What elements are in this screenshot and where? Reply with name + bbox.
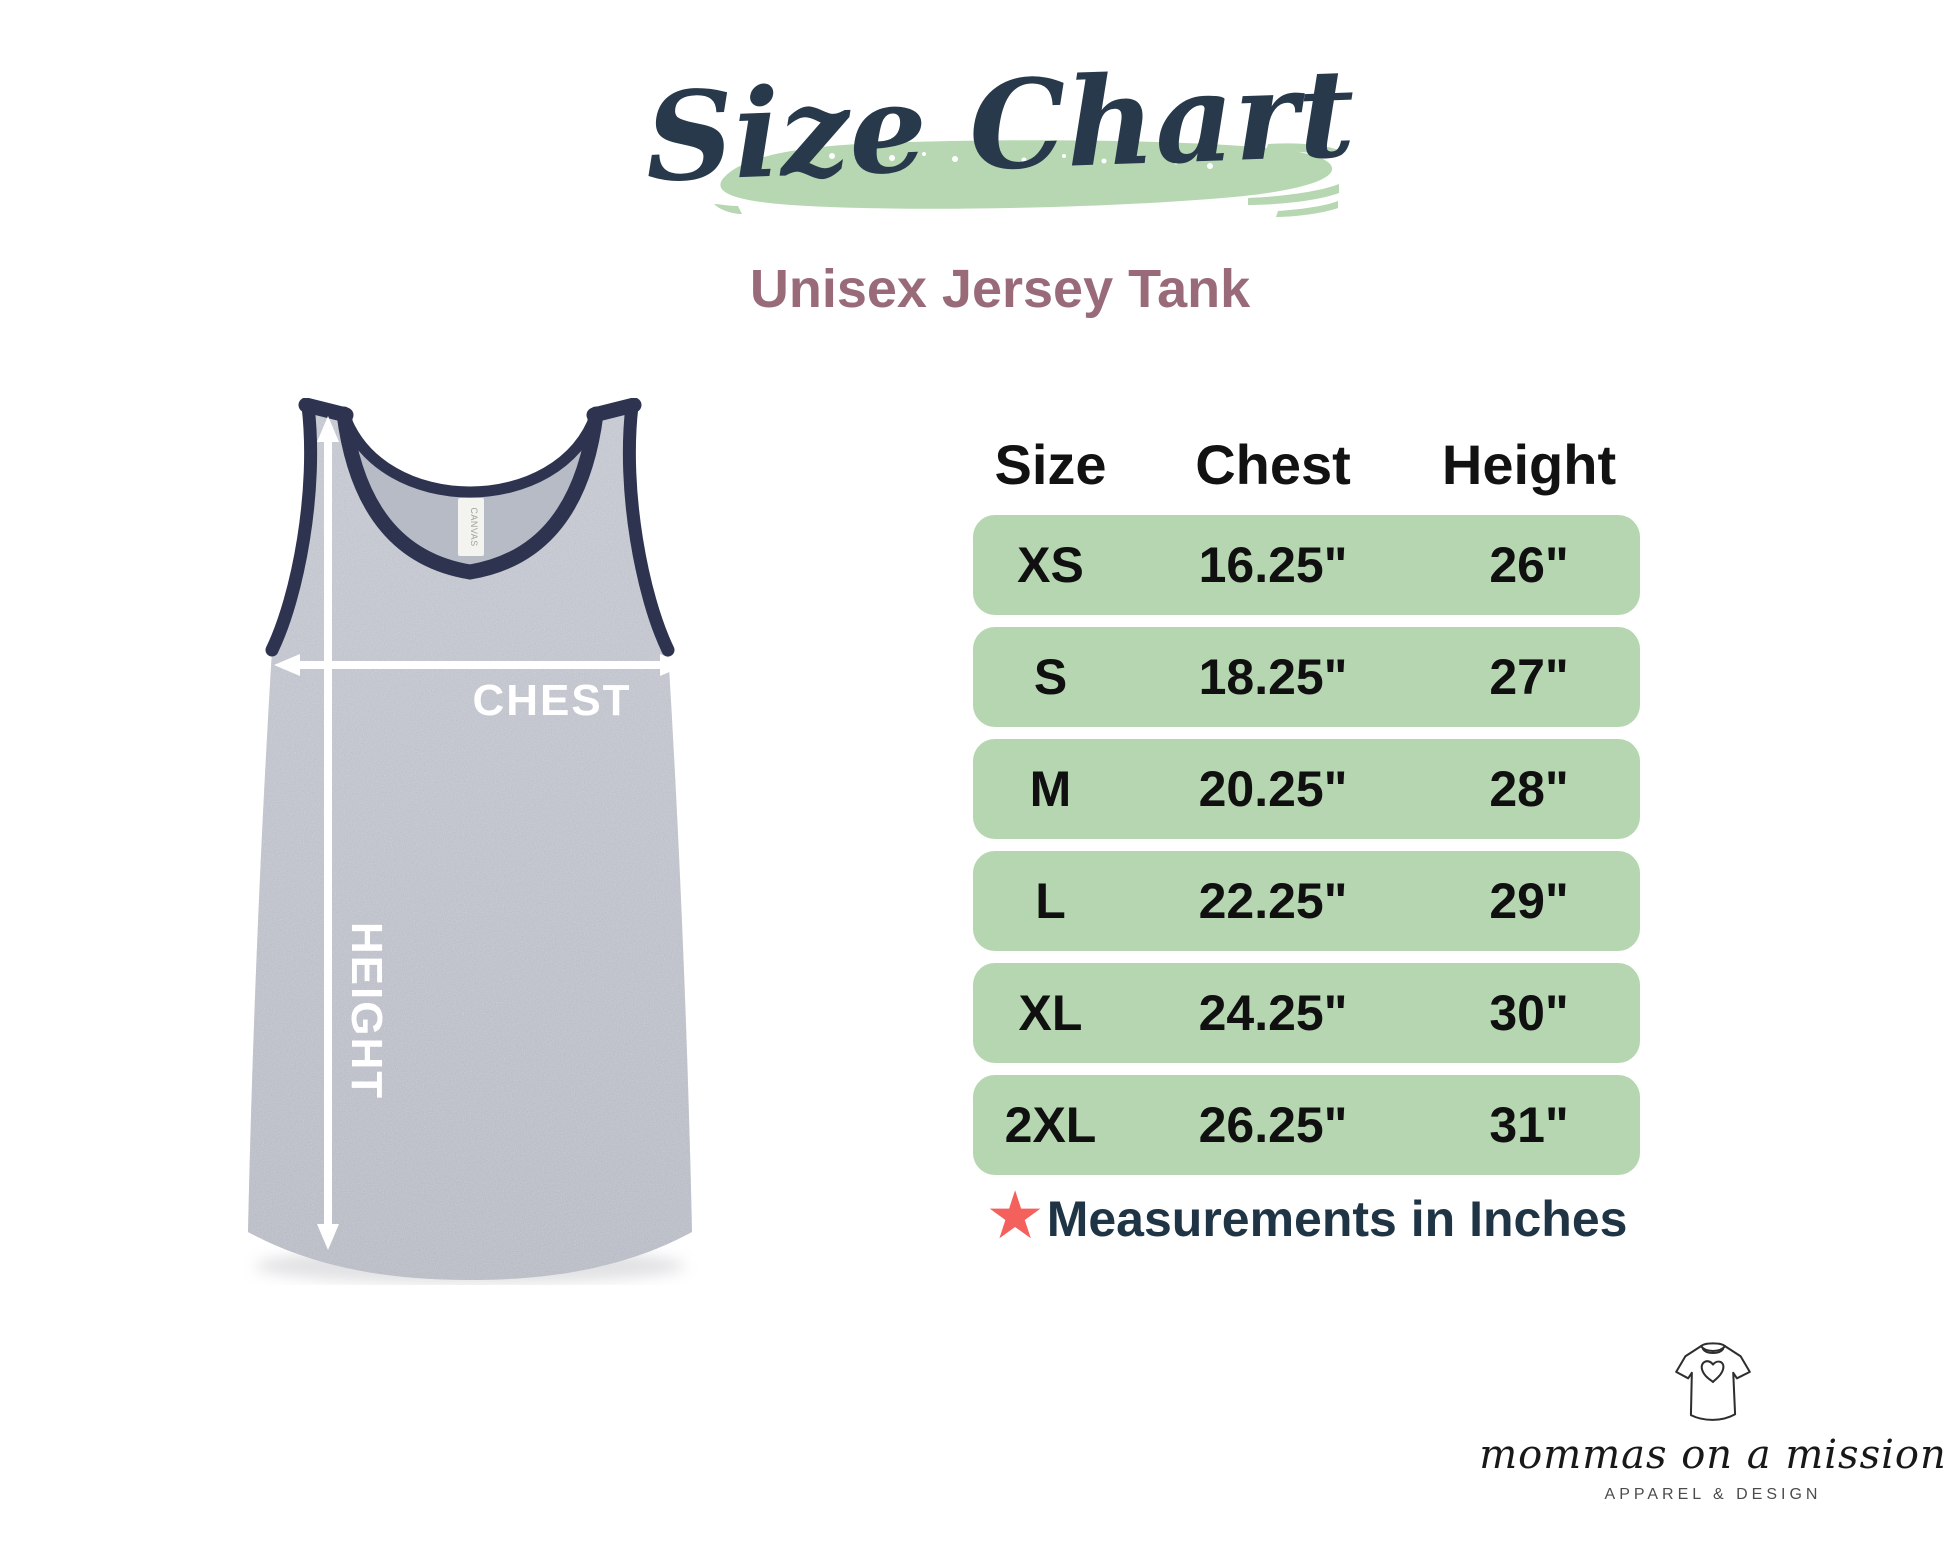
cell-chest: 26.25"	[1198, 1097, 1348, 1153]
height-label: HEIGHT	[342, 922, 391, 1100]
table-row-m: M 20.25" 28"	[973, 739, 1640, 839]
cell-size: XL	[1018, 985, 1083, 1041]
cell-chest: 22.25"	[1198, 873, 1348, 929]
star-icon: ★	[985, 1178, 1045, 1252]
left-armhole-trim	[265, 399, 318, 657]
cell-size: 2XL	[1004, 1097, 1097, 1153]
table-row-s: S 18.25" 27"	[973, 627, 1640, 727]
brand-name: mommas on a mission	[1479, 1432, 1946, 1478]
brand-tagline: APPAREL & DESIGN	[1604, 1486, 1822, 1503]
cell-chest: 16.25"	[1198, 537, 1348, 593]
chest-arrow	[274, 654, 686, 676]
cell-size: S	[1033, 649, 1068, 705]
brush-stroke	[714, 140, 1339, 217]
cell-height: 26"	[1489, 537, 1569, 593]
cell-size: M	[1029, 761, 1072, 817]
chest-label: CHEST	[472, 676, 631, 725]
left-strap-top-trim	[298, 398, 354, 423]
cell-chest: 24.25"	[1198, 985, 1348, 1041]
cell-height: 28"	[1489, 761, 1569, 817]
size-tag: CANVAS	[458, 498, 484, 556]
heart-icon	[1700, 1360, 1725, 1384]
back-collar-trim	[338, 412, 602, 498]
height-arrow	[317, 416, 339, 1250]
table-row-l: L 22.25" 29"	[973, 851, 1640, 951]
cell-chest: 20.25"	[1198, 761, 1348, 817]
page-subtitle: Unisex Jersey Tank	[749, 259, 1251, 319]
cell-size: L	[1035, 873, 1066, 929]
neckline-trim	[336, 406, 604, 580]
canvas-tag-label: CANVAS	[469, 507, 479, 546]
column-header-chest: Chest	[1195, 433, 1351, 496]
cell-height: 27"	[1489, 649, 1569, 705]
cell-height: 30"	[1489, 985, 1569, 1041]
size-table-header: Size Chest Height	[973, 437, 1640, 515]
brush-speckles	[829, 150, 1213, 169]
column-header-height: Height	[1441, 433, 1617, 496]
cell-chest: 18.25"	[1198, 649, 1348, 705]
cell-height: 29"	[1489, 873, 1569, 929]
right-armhole-trim	[622, 399, 675, 657]
page-title: Size Chart	[643, 40, 1357, 210]
cell-size: XS	[1017, 537, 1084, 593]
table-row-xs: XS 16.25" 26"	[973, 515, 1640, 615]
table-row-2xl: 2XL 26.25" 31"	[973, 1075, 1640, 1175]
note-text: Measurements in Inches	[1046, 1191, 1628, 1247]
right-strap-top-trim	[586, 398, 642, 423]
tank-top-illustration: CANVAS CHEST HEIGHT	[248, 398, 692, 1284]
measurement-note: ★ Measurements in Inches	[973, 1182, 1640, 1248]
column-header-size: Size	[994, 433, 1107, 496]
brand-logo: mommas on a mission APPAREL & DESIGN	[1478, 1334, 1946, 1504]
cell-height: 31"	[1489, 1097, 1569, 1153]
table-row-xl: XL 24.25" 30"	[973, 963, 1640, 1063]
size-table: Size Chest Height XS 16.25" 26" S 18.25"…	[973, 437, 1640, 1187]
tshirt-icon	[1675, 1342, 1751, 1421]
